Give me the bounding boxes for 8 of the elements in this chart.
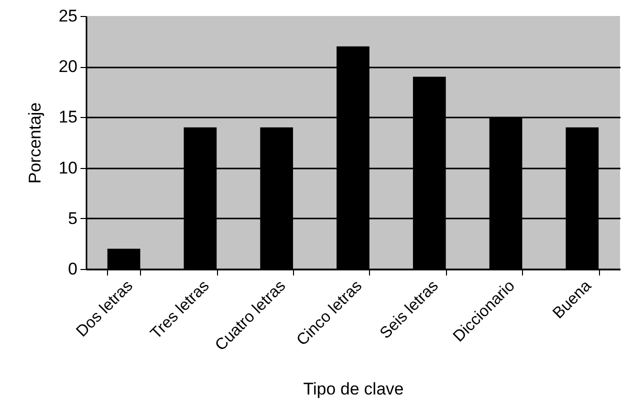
x-axis-title: Tipo de clave [303, 380, 404, 399]
y-tick-label: 10 [58, 158, 78, 178]
y-tick-label: 0 [68, 260, 78, 278]
y-axis-title: Porcentaje [26, 102, 45, 184]
y-tick-label: 15 [58, 108, 78, 127]
y-tick-label: 5 [68, 208, 78, 228]
y-tick-label: 20 [58, 57, 78, 76]
y-tick-label: 25 [58, 6, 78, 26]
